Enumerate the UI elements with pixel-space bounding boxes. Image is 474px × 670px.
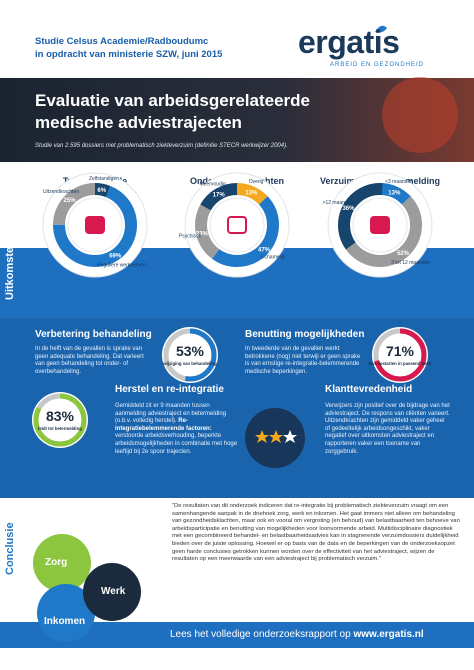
text-bold: Re-integratiebelemmerende factoren: (115, 418, 212, 432)
banner-title: Evaluatie van arbeidsgerelateerde medisc… (35, 90, 310, 134)
score-bg (372, 327, 428, 383)
segment-label: 69% (109, 253, 122, 259)
venn-label: Zorg (45, 557, 68, 568)
outcome-title: Verbetering behandeling (35, 329, 152, 340)
arc (373, 328, 427, 382)
arc (195, 183, 279, 267)
arc (53, 183, 137, 267)
venn-zorg (33, 534, 91, 592)
segment-label: 17% (213, 193, 226, 199)
outcome-title: Herstel en re-integratie (115, 384, 224, 395)
header-line: in opdracht van ministerie SZW, juni 201… (35, 49, 223, 60)
header-text: Studie Celsus Academie/Radboudumc in opd… (35, 35, 222, 61)
segment-label: 36% (342, 206, 355, 212)
outcome-text: In de helft van de gevallen is sprake va… (35, 346, 144, 375)
arc (33, 393, 87, 447)
score-caption: wijziging van behandeling (162, 361, 217, 366)
segment-name: Meervoudig (199, 182, 225, 188)
segment-name: Zelfstandigen (89, 176, 119, 182)
text: Gemiddeld zit er 9 maanden tussen aanmel… (115, 403, 227, 425)
logo-tagline: ARBEID EN GEZONDHEID (330, 62, 425, 68)
outcome-text: Verwijzers zijn positief over de bijdrag… (325, 403, 450, 455)
arc (163, 328, 217, 382)
segment-label: 52% (397, 251, 410, 257)
segment-name: Lichamelijk (261, 255, 286, 261)
score-caption: kan opstarten in passend werk (369, 361, 432, 366)
title-line: Evaluatie van arbeidsgerelateerde (35, 91, 310, 110)
arc (338, 183, 422, 267)
venn-werk (83, 563, 141, 621)
segment-name: Psychisch (179, 233, 202, 239)
donut-icon (370, 216, 390, 234)
score-bg (162, 327, 218, 383)
venn-label: Inkomen (44, 616, 86, 627)
segment-name: >12 maanden (323, 200, 354, 206)
arc (195, 183, 279, 267)
quote: “De resultaten van dit onderzoek indicer… (172, 503, 460, 563)
segment-label: 25% (64, 198, 77, 204)
outcome-title: Klanttevredenheid (325, 384, 413, 395)
segment-label: 47% (258, 247, 271, 253)
venn-inkomen (37, 584, 95, 642)
donut-icon (85, 216, 105, 234)
text: verstoorde arbeidsverhouding, beperkte a… (115, 433, 238, 455)
score-label: 83% (46, 408, 75, 424)
banner-shoulder (382, 77, 458, 153)
logo-icon (375, 25, 387, 33)
arc (195, 183, 279, 267)
segment-name: Overig (249, 179, 264, 185)
score-caption: leidt tot betermelding (38, 426, 82, 431)
arc (53, 183, 137, 267)
banner-subtitle: Studie van 2.595 dossiers met problemati… (35, 143, 288, 149)
venn-label: Werk (101, 586, 126, 597)
outcome-text: Gemiddeld zit er 9 maanden tussen aanmel… (115, 403, 240, 456)
stars (255, 430, 297, 443)
arc (338, 183, 422, 267)
segment-label: 6% (97, 188, 106, 194)
footer: Lees het volledige onderzoeksrapport op … (170, 629, 424, 640)
score-label: 53% (176, 343, 205, 359)
donut-icon (227, 216, 247, 234)
segment-label: 13% (245, 190, 258, 196)
logo: ergatis (298, 24, 400, 60)
segment-name: Reguliere werknemers (97, 263, 148, 269)
segment-label: 13% (388, 190, 401, 196)
footer-link[interactable]: www.ergatis.nl (353, 629, 424, 640)
footer-text: Lees het volledige onderzoeksrapport op (170, 629, 351, 640)
segment-name: 3 tot 12 maanden (391, 260, 430, 266)
segment-name: Uitzendkrachten (43, 189, 79, 195)
segment-label: 23% (196, 231, 209, 237)
outcome-text: In tweederde van de gevallen werkt betro… (245, 346, 361, 375)
score-bg (32, 392, 88, 448)
side-label: Uitkomsten (4, 240, 16, 300)
side-label: Conclusie (4, 522, 16, 575)
outcome-title: Benutting mogelijkheden (245, 329, 365, 340)
title-line: medische adviestrajecten (35, 113, 242, 132)
score-label: 71% (386, 343, 415, 359)
segment-name: <3 maanden (385, 179, 413, 185)
header-line: Studie Celsus Academie/Radboudumc (35, 36, 209, 47)
